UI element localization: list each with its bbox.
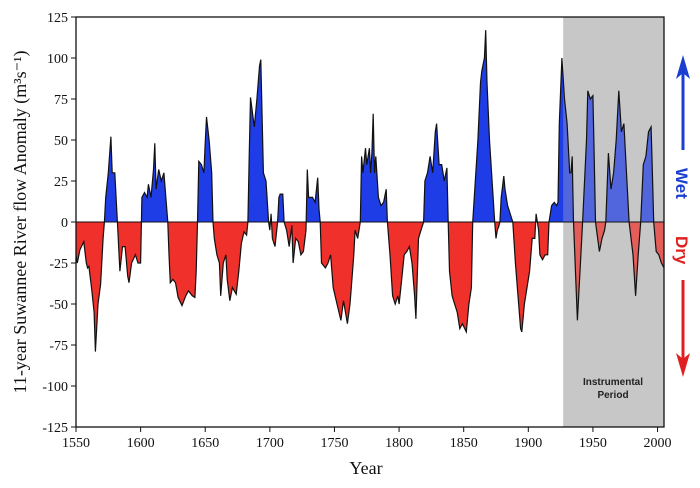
y-tick-label: 25: [54, 175, 68, 190]
y-tick-label: 125: [47, 11, 68, 26]
x-tick-label: 1750: [320, 436, 348, 451]
instrumental-label-line1: Instrumental: [583, 377, 643, 388]
x-axis: 1550 1600 1650 1700 1750 1800 1850 1900 1950 2000: [62, 427, 672, 451]
y-axis-label: 11-year Suwannee River flow Anomaly (m³s…: [10, 50, 31, 393]
x-tick-label: 1650: [191, 436, 219, 451]
wet-arrow-head: [676, 55, 690, 79]
x-tick-label: 1850: [450, 436, 478, 451]
instrumental-label-line2: Period: [597, 390, 628, 401]
y-tick-label: 75: [54, 93, 68, 108]
series-line: [75, 30, 665, 352]
dry-label: Dry: [672, 236, 691, 265]
y-tick-label: 0: [61, 216, 68, 231]
x-tick-label: 1700: [256, 436, 284, 451]
y-axis: -125 -100 -75 -50 -25 0 25 50 75 100 125: [42, 11, 76, 436]
y-tick-label: -25: [49, 257, 68, 272]
x-tick-label: 1600: [127, 436, 155, 451]
data-areas: [76, 30, 664, 352]
wet-area: [76, 30, 664, 222]
x-tick-label: 1550: [62, 436, 90, 451]
dry-arrow-head: [676, 353, 690, 377]
y-tick-label: 100: [47, 52, 68, 67]
x-tick-label: 1950: [579, 436, 607, 451]
wet-label: Wet: [672, 168, 691, 199]
dry-area: [76, 222, 664, 352]
y-tick-label: -100: [42, 380, 68, 395]
y-tick-label: 50: [54, 134, 68, 149]
x-tick-label: 1900: [514, 436, 542, 451]
x-axis-label: Year: [349, 458, 382, 478]
y-tick-label: -125: [42, 421, 68, 436]
x-tick-label: 2000: [644, 436, 672, 451]
y-tick-label: -50: [49, 298, 68, 313]
y-tick-label: -75: [49, 339, 68, 354]
x-tick-label: 1800: [385, 436, 413, 451]
